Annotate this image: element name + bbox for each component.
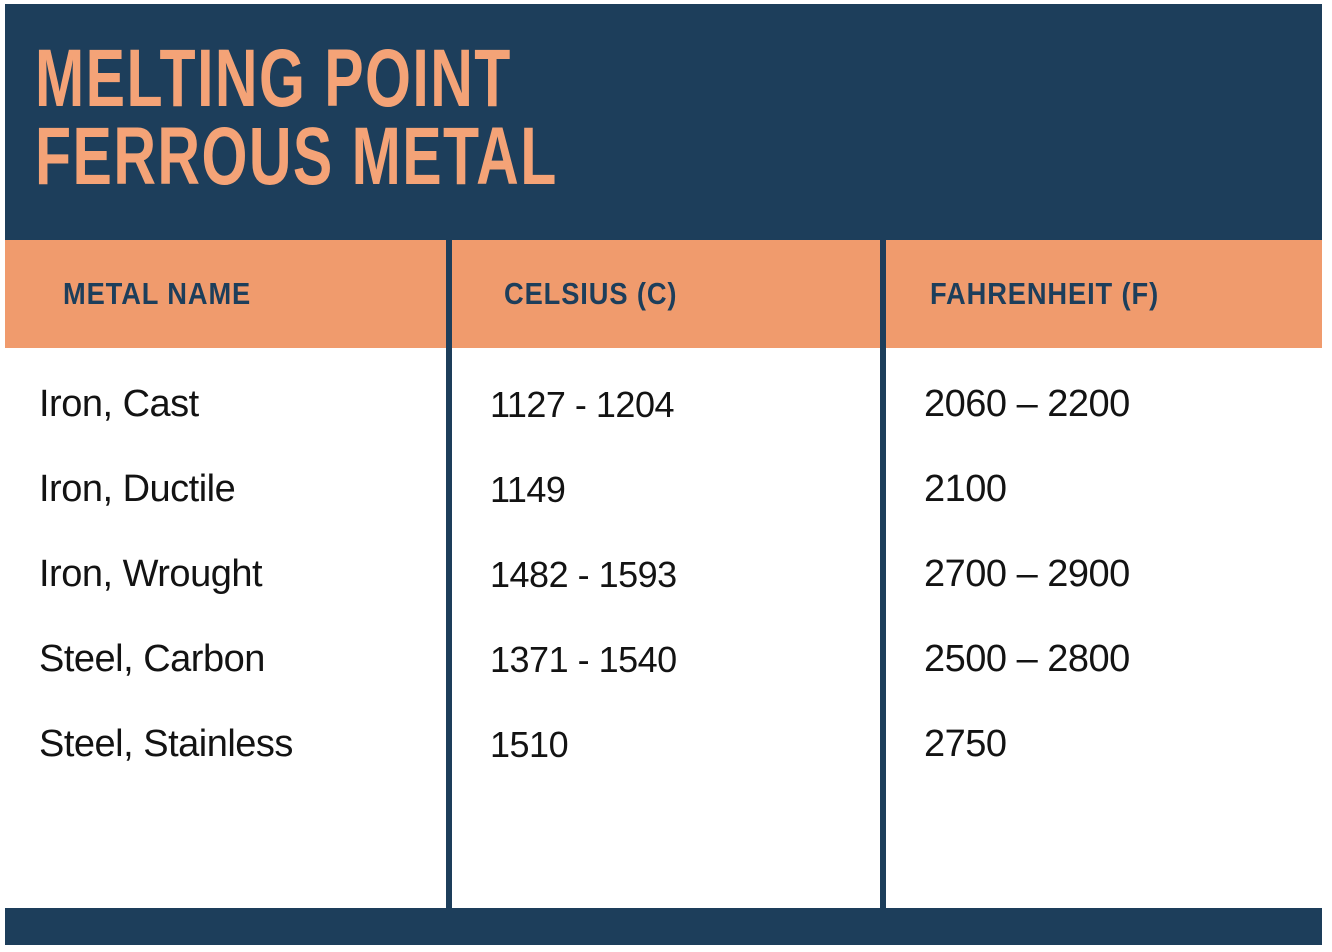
footer-bar <box>5 908 1322 945</box>
table-cell-fahrenheit: 2750 <box>924 723 1007 765</box>
table-cell-metal-name: Iron, Ductile <box>39 468 236 510</box>
page-title-line-1: MELTING POINT <box>35 33 512 124</box>
column-header-fahrenheit: FAHRENHEIT (F) <box>886 240 1322 348</box>
table-cell-celsius: 1127 - 1204 <box>490 383 675 425</box>
column-cells-celsius: 1127 - 1204 1149 1482 - 1593 1371 - 1540… <box>452 348 880 908</box>
table-cell-metal-name: Steel, Stainless <box>39 723 293 765</box>
column-metal-name: METAL NAME Iron, Cast Iron, Ductile Iron… <box>5 240 446 908</box>
column-header-celsius: CELSIUS (C) <box>452 240 880 348</box>
table-cell-fahrenheit: 2700 – 2900 <box>924 553 1130 595</box>
column-header-label: FAHRENHEIT (F) <box>930 276 1160 311</box>
page-title-line-2: FERROUS METAL <box>35 111 558 202</box>
table-cell-fahrenheit: 2060 – 2200 <box>924 383 1130 425</box>
table-cell-celsius: 1482 - 1593 <box>490 553 677 595</box>
column-fahrenheit: FAHRENHEIT (F) 2060 – 2200 2100 2700 – 2… <box>886 240 1322 908</box>
column-header-label: CELSIUS (C) <box>504 276 678 311</box>
table-cell-metal-name: Iron, Cast <box>39 383 199 425</box>
table-cell-metal-name: Steel, Carbon <box>39 638 265 680</box>
table-cell-celsius: 1510 <box>490 723 569 765</box>
column-celsius: CELSIUS (C) 1127 - 1204 1149 1482 - 1593… <box>446 240 886 908</box>
table-cell-metal-name: Iron, Wrought <box>39 553 263 595</box>
column-cells-fahrenheit: 2060 – 2200 2100 2700 – 2900 2500 – 2800… <box>886 348 1322 908</box>
title-banner: MELTING POINT FERROUS METAL <box>5 4 1322 240</box>
melting-point-table: METAL NAME Iron, Cast Iron, Ductile Iron… <box>5 240 1322 908</box>
table-cell-celsius: 1149 <box>490 468 566 510</box>
table-cell-celsius: 1371 - 1540 <box>490 638 677 680</box>
column-header-metal-name: METAL NAME <box>5 240 446 348</box>
table-cell-fahrenheit: 2100 <box>924 468 1007 510</box>
melting-point-card: MELTING POINT FERROUS METAL METAL NAME I… <box>5 4 1322 945</box>
column-cells-metal-name: Iron, Cast Iron, Ductile Iron, Wrought S… <box>5 348 446 908</box>
table-cell-fahrenheit: 2500 – 2800 <box>924 638 1130 680</box>
column-header-label: METAL NAME <box>63 276 252 311</box>
